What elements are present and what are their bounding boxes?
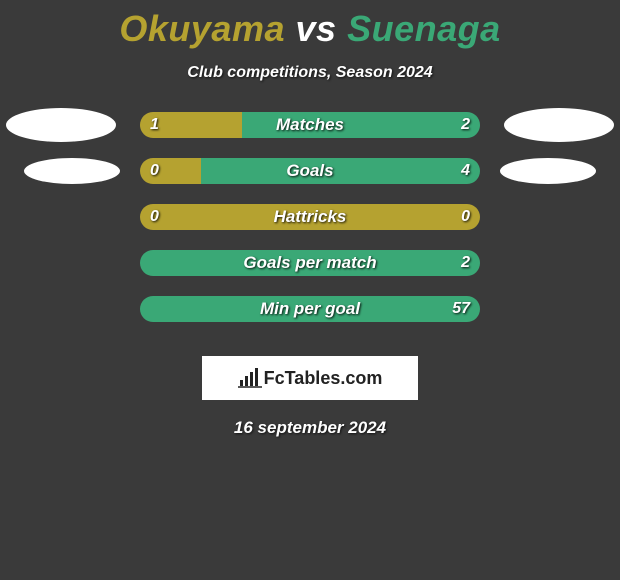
stat-row: 2Goals per match xyxy=(0,250,620,296)
stat-value-left: 1 xyxy=(150,112,159,138)
stat-value-right: 2 xyxy=(461,112,470,138)
stat-value-left: 0 xyxy=(150,158,159,184)
player-ellipse-right xyxy=(500,158,596,184)
stat-value-right: 4 xyxy=(461,158,470,184)
stat-value-right: 57 xyxy=(452,296,470,322)
player1-name: Okuyama xyxy=(119,8,285,49)
player-ellipse-left xyxy=(6,108,116,142)
stat-label: Min per goal xyxy=(140,296,480,322)
logo-text: FcTables.com xyxy=(264,368,383,389)
bar-chart-icon xyxy=(238,368,262,388)
stat-value-left: 0 xyxy=(150,204,159,230)
stat-value-right: 0 xyxy=(461,204,470,230)
subtitle: Club competitions, Season 2024 xyxy=(0,64,620,82)
stat-value-right: 2 xyxy=(461,250,470,276)
stat-row: 0 4Goals xyxy=(0,158,620,204)
date-text: 16 september 2024 xyxy=(0,418,620,438)
stat-row: 57Min per goal xyxy=(0,296,620,342)
stat-label: Goals per match xyxy=(140,250,480,276)
stat-label: Hattricks xyxy=(140,204,480,230)
stat-label: Goals xyxy=(140,158,480,184)
stat-row: 0 0Hattricks xyxy=(0,204,620,250)
player-ellipse-left xyxy=(24,158,120,184)
logo-box: FcTables.com xyxy=(202,356,418,400)
player2-name: Suenaga xyxy=(347,8,501,49)
stat-label: Matches xyxy=(140,112,480,138)
stat-row: 1 2Matches xyxy=(0,112,620,158)
vs-text: vs xyxy=(296,8,337,49)
page-title: Okuyama vs Suenaga xyxy=(0,0,620,50)
player-ellipse-right xyxy=(504,108,614,142)
stats-container: 12Matches04Goals00Hattricks2Goals per ma… xyxy=(0,112,620,342)
